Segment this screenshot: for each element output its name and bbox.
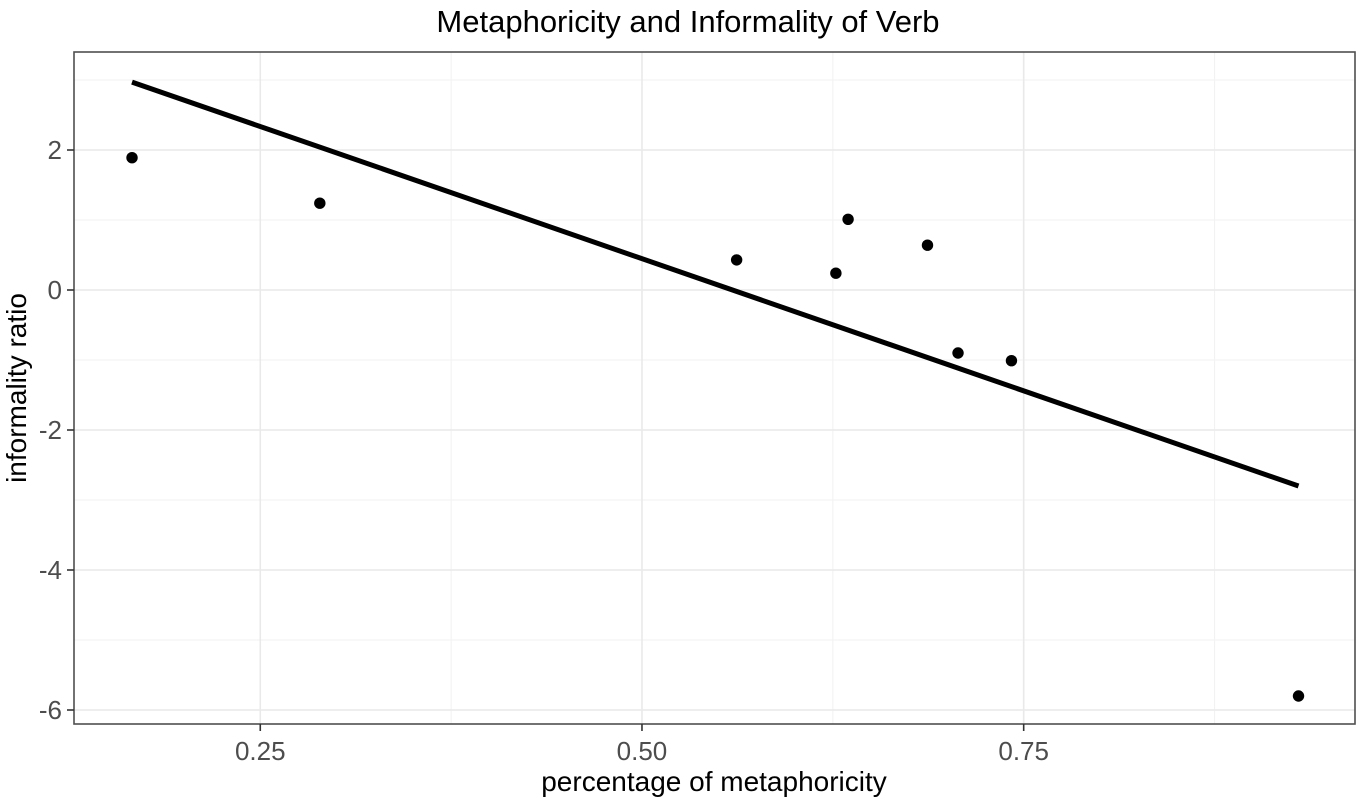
y-tick-label: -6 bbox=[39, 695, 62, 725]
y-tick-label: -2 bbox=[39, 415, 62, 445]
chart-title: Metaphoricity and Informality of Verb bbox=[436, 4, 939, 39]
panel-border bbox=[73, 51, 1356, 725]
data-point bbox=[830, 267, 842, 279]
y-axis-label: informality ratio bbox=[1, 293, 32, 483]
x-tick-label: 0.75 bbox=[998, 736, 1049, 766]
trend-line-group bbox=[131, 79, 1300, 489]
data-points bbox=[126, 152, 1305, 702]
data-point bbox=[1005, 355, 1018, 367]
y-tick-label: 2 bbox=[48, 135, 62, 165]
y-tick-label: 0 bbox=[48, 275, 62, 305]
x-tick-label: 0.50 bbox=[617, 736, 668, 766]
y-tick-labels: 2 0 -2 -4 -6 bbox=[39, 135, 62, 725]
x-tick-label: 0.25 bbox=[235, 736, 286, 766]
data-point bbox=[842, 213, 854, 225]
data-point bbox=[730, 254, 743, 266]
y-tick-label: -4 bbox=[39, 555, 62, 585]
gridlines-major bbox=[74, 52, 1355, 724]
x-axis-label: percentage of metaphoricity bbox=[541, 766, 887, 797]
data-point bbox=[952, 347, 964, 359]
data-point bbox=[1292, 690, 1305, 702]
x-tick-labels: 0.25 0.50 0.75 bbox=[235, 736, 1049, 766]
data-point bbox=[921, 239, 934, 251]
gridlines-minor bbox=[74, 52, 1355, 724]
data-point bbox=[126, 152, 138, 164]
axis-tick-marks bbox=[67, 149, 1025, 731]
trend-line bbox=[131, 79, 1300, 489]
data-point bbox=[314, 197, 326, 209]
